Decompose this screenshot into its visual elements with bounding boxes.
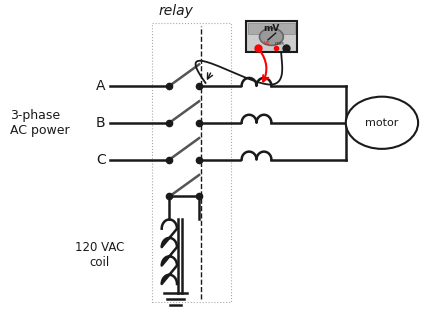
Circle shape — [259, 28, 283, 45]
Text: 120 VAC
coil: 120 VAC coil — [74, 241, 124, 269]
Text: motor: motor — [365, 118, 398, 128]
Text: V0: V0 — [264, 41, 270, 46]
Text: B: B — [96, 116, 106, 130]
Bar — [152, 23, 231, 302]
Text: 3-phase
AC power: 3-phase AC power — [10, 109, 69, 137]
FancyBboxPatch shape — [246, 21, 297, 52]
Text: A: A — [96, 79, 106, 93]
Circle shape — [346, 97, 418, 149]
FancyBboxPatch shape — [248, 23, 294, 34]
Text: mV: mV — [263, 23, 279, 33]
Text: C: C — [96, 153, 106, 167]
Text: COM: COM — [275, 42, 285, 46]
Text: relay: relay — [158, 4, 193, 18]
